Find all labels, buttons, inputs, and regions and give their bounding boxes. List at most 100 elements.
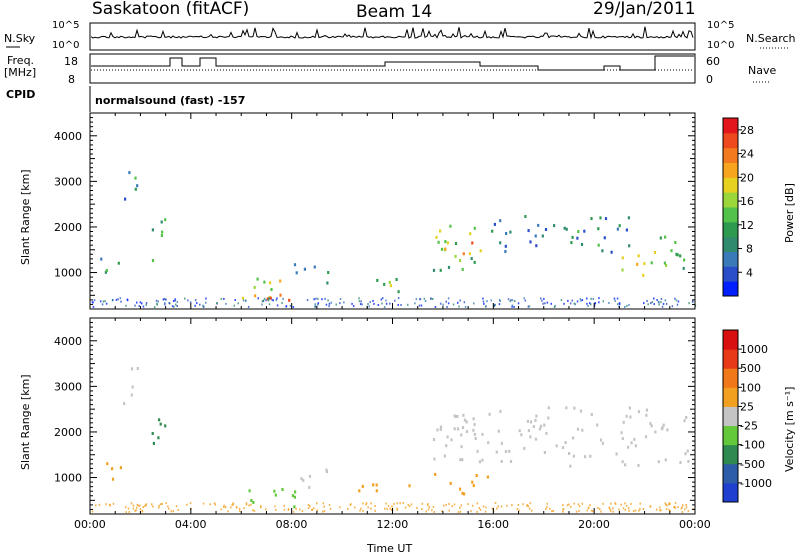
velocity-cell bbox=[302, 478, 305, 482]
ground-scatter-cell bbox=[112, 502, 115, 505]
ground-scatter-cell bbox=[171, 305, 174, 308]
ground-scatter-cell bbox=[152, 505, 154, 508]
power-cell bbox=[470, 257, 473, 261]
power-cell bbox=[544, 228, 548, 231]
colorbar-segment bbox=[723, 368, 738, 388]
power-cell bbox=[279, 279, 282, 283]
velocity-cell bbox=[443, 454, 446, 458]
nsky-trace bbox=[90, 26, 694, 40]
power-cell bbox=[676, 253, 679, 257]
ground-scatter-cell bbox=[671, 305, 674, 308]
power-cell bbox=[473, 260, 476, 264]
ground-scatter-cell bbox=[189, 502, 192, 505]
ground-scatter-cell bbox=[189, 301, 192, 304]
ground-scatter-cell bbox=[594, 302, 597, 305]
power-cell bbox=[664, 235, 667, 239]
velocity-cell bbox=[476, 449, 479, 453]
velocity-cell bbox=[561, 446, 565, 449]
ground-scatter-cell bbox=[592, 298, 594, 300]
velocity-cell bbox=[627, 445, 630, 449]
x-tick-label: 20:00 bbox=[578, 518, 610, 531]
power-cell bbox=[468, 252, 471, 256]
ground-scatter-cell bbox=[287, 508, 290, 511]
power-cell bbox=[604, 217, 608, 221]
ground-scatter-cell bbox=[225, 302, 227, 305]
velocity-cell bbox=[291, 494, 294, 498]
power-cell bbox=[263, 280, 266, 284]
velocity-cell bbox=[136, 367, 139, 370]
velocity-cell bbox=[375, 483, 378, 487]
ground-scatter-cell bbox=[589, 504, 591, 507]
ground-scatter-cell bbox=[544, 302, 546, 305]
ground-scatter-cell bbox=[283, 504, 285, 507]
ground-scatter-cell bbox=[328, 305, 330, 308]
power-cell bbox=[383, 282, 386, 286]
ground-scatter-cell bbox=[165, 298, 167, 301]
ground-scatter-cell bbox=[410, 503, 413, 506]
ground-scatter-cell bbox=[653, 297, 655, 300]
nave-scale-lo: 0 bbox=[706, 73, 713, 86]
ground-scatter-cell bbox=[443, 504, 445, 507]
ground-scatter-cell bbox=[569, 302, 572, 305]
ground-scatter-cell bbox=[317, 303, 319, 306]
velocity-cell bbox=[157, 436, 160, 440]
ground-scatter-cell bbox=[612, 507, 614, 510]
y-tick-label: 2000 bbox=[54, 426, 82, 439]
ground-scatter-cell bbox=[511, 304, 514, 307]
ground-scatter-cell bbox=[136, 503, 139, 506]
ground-scatter-cell bbox=[235, 506, 238, 509]
y-axis-label: Slant Range [km] bbox=[19, 169, 32, 265]
power-cell bbox=[128, 171, 131, 175]
power-cell bbox=[665, 264, 668, 267]
velocity-cell bbox=[539, 424, 543, 428]
ground-scatter-cell bbox=[491, 507, 494, 510]
ground-scatter-cell bbox=[625, 504, 628, 507]
ground-scatter-cell bbox=[666, 504, 668, 507]
power-cell bbox=[524, 215, 527, 218]
ground-scatter-cell bbox=[452, 303, 455, 306]
ground-scatter-cell bbox=[157, 300, 159, 303]
ground-scatter-cell bbox=[109, 504, 112, 507]
ground-scatter-cell bbox=[307, 507, 310, 510]
ground-scatter-cell bbox=[162, 298, 165, 301]
ground-scatter-cell bbox=[518, 509, 520, 512]
ground-scatter-cell bbox=[457, 511, 460, 514]
ground-scatter-cell bbox=[632, 510, 635, 512]
x-tick-label: 00:00 bbox=[679, 518, 711, 531]
ground-scatter-cell bbox=[476, 510, 478, 513]
ground-scatter-cell bbox=[385, 502, 387, 505]
velocity-cell bbox=[486, 475, 489, 479]
ground-scatter-cell bbox=[467, 503, 469, 506]
ground-scatter-cell bbox=[646, 300, 648, 302]
freq-label-line2: [MHz] bbox=[4, 66, 36, 79]
velocity-cell bbox=[460, 433, 463, 437]
ground-scatter-cell bbox=[685, 506, 688, 509]
ground-scatter-cell bbox=[586, 302, 588, 305]
velocity-cell bbox=[555, 444, 558, 448]
ground-scatter-cell bbox=[339, 506, 341, 509]
velocity-cell bbox=[472, 417, 475, 421]
ground-scatter-cell bbox=[391, 505, 393, 508]
ground-scatter-cell bbox=[459, 506, 461, 509]
power-cell bbox=[527, 229, 530, 233]
power-cell bbox=[160, 220, 163, 224]
nsearch-scale-lo: 10^0 bbox=[707, 40, 734, 51]
panel-frame bbox=[89, 112, 696, 310]
ground-scatter-cell bbox=[681, 511, 684, 514]
power-cell bbox=[446, 241, 449, 245]
velocity-cell bbox=[450, 438, 453, 442]
ground-scatter-cell bbox=[676, 303, 679, 306]
power-cell bbox=[151, 259, 155, 263]
velocity-cell bbox=[579, 409, 583, 413]
ground-scatter-cell bbox=[156, 303, 158, 306]
ground-scatter-cell bbox=[524, 299, 527, 302]
ground-scatter-cell bbox=[427, 503, 429, 505]
ground-scatter-cell bbox=[362, 502, 364, 505]
ground-scatter-cell bbox=[386, 508, 388, 511]
ground-scatter-cell bbox=[568, 503, 570, 506]
power-cell bbox=[590, 217, 593, 221]
colorbar-tick-label: 28 bbox=[740, 124, 754, 137]
colorbar-tick-label: 1000 bbox=[740, 343, 768, 356]
ground-scatter-cell bbox=[470, 510, 472, 513]
ground-scatter-cell bbox=[91, 510, 94, 513]
